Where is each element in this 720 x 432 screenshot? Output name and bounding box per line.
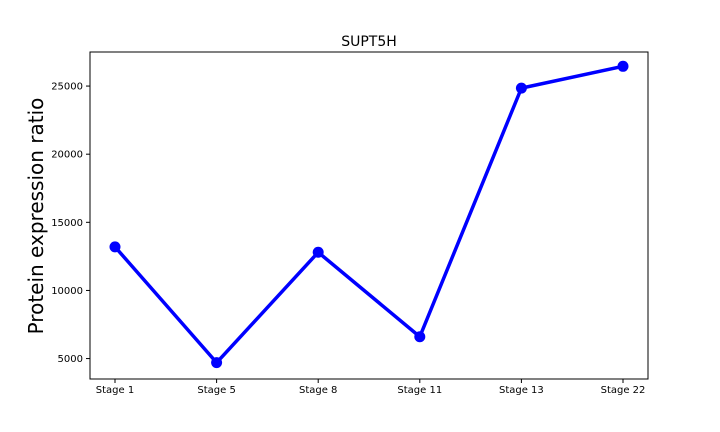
x-tick-label: Stage 5 (197, 385, 235, 396)
x-tick-label: Stage 22 (601, 385, 646, 396)
y-axis: 5000 10000 15000 20000 25000 (51, 82, 90, 365)
y-tick-label: 25000 (51, 82, 83, 93)
y-tick-label: 20000 (51, 150, 83, 161)
data-point (617, 60, 629, 72)
x-tick-label: Stage 8 (299, 385, 337, 396)
x-tick-label: Stage 11 (397, 385, 442, 396)
data-point (211, 357, 223, 369)
chart-title: SUPT5H (341, 34, 397, 50)
data-point (109, 241, 121, 253)
data-point (312, 246, 324, 258)
y-tick-label: 10000 (51, 286, 83, 297)
y-tick-label: 15000 (51, 218, 83, 229)
y-axis-label: Protein expression ratio (24, 98, 48, 335)
series-layer (109, 60, 629, 369)
x-tick-label: Stage 1 (96, 385, 134, 396)
series-line (113, 64, 624, 365)
x-tick-label: Stage 13 (499, 385, 544, 396)
x-axis: Stage 1 Stage 5 Stage 8 Stage 11 Stage 13 Sta… (96, 379, 646, 396)
data-point (414, 331, 426, 343)
y-tick-label: 5000 (58, 354, 83, 365)
data-point (515, 82, 527, 94)
plot-frame (89, 51, 649, 380)
